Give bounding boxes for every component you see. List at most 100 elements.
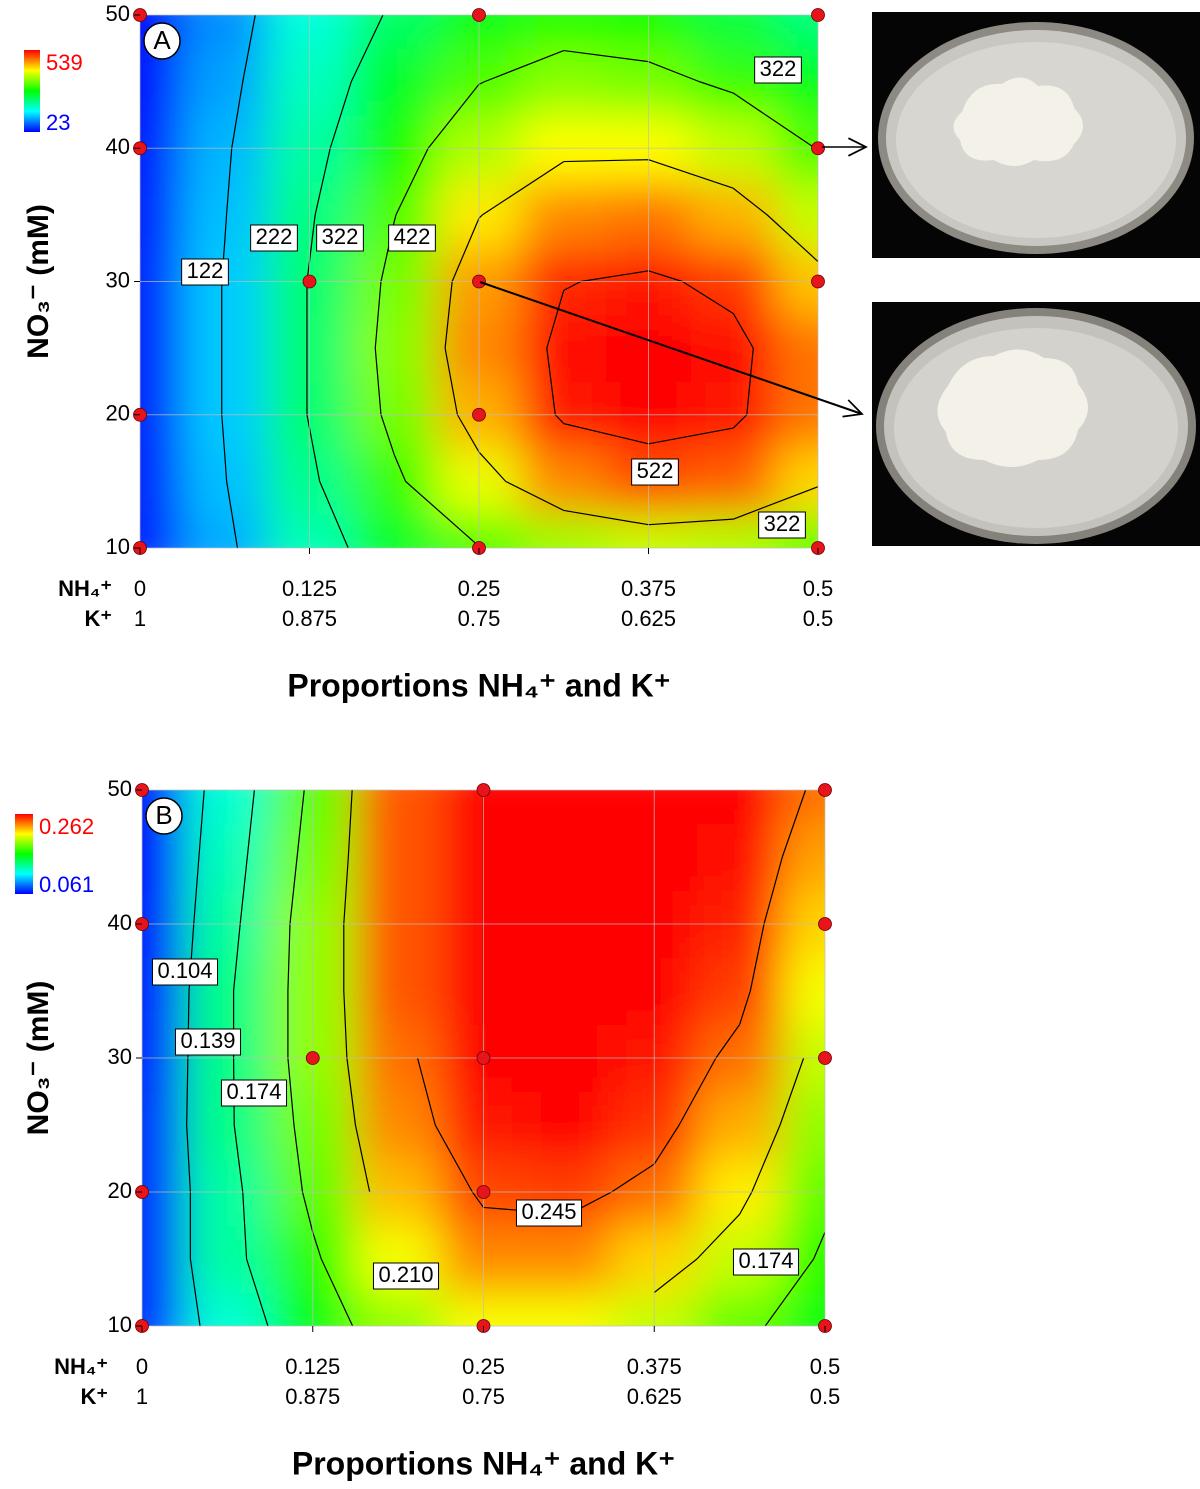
- contour-label-box: [316, 224, 364, 252]
- contour-line: [444, 159, 818, 526]
- heat-cell: [355, 1091, 442, 1159]
- heat-cell: [526, 957, 613, 1025]
- heat-cell: [526, 823, 613, 891]
- x-tick-label: 0.375: [621, 576, 676, 601]
- contour-label-box: [181, 258, 229, 286]
- heat-cell: [521, 448, 607, 516]
- heat-cell: [142, 823, 186, 891]
- contour-label-box: [732, 1248, 800, 1276]
- heat-cell: [775, 448, 818, 516]
- colorbar-max-label: 0.262: [39, 814, 94, 839]
- contour-label-box: [372, 1262, 440, 1290]
- x-tick-label-k: 0.875: [285, 1384, 340, 1409]
- heat-cell: [182, 514, 268, 548]
- x-tick-label-k: 1: [136, 1384, 148, 1409]
- heat-cell: [182, 314, 268, 382]
- chart-panel: 0.1040.1390.1740.2450.2100.1741020304050…: [15, 776, 841, 1481]
- y-tick-label: 20: [106, 401, 130, 426]
- design-point: [305, 1051, 320, 1065]
- y-tick-label: 30: [106, 267, 130, 292]
- arrow: [479, 281, 864, 418]
- panel-badge: [143, 22, 181, 60]
- contour-label-box: [515, 1199, 583, 1227]
- contour-label: 322: [764, 511, 801, 536]
- heat-cell: [521, 514, 607, 548]
- contour-label-box: [758, 511, 806, 539]
- heat-cell: [526, 1091, 613, 1159]
- heat-cell: [526, 1225, 613, 1293]
- contour-label-box: [174, 1028, 242, 1056]
- design-point: [818, 1051, 832, 1065]
- contour-label-box: [754, 56, 802, 84]
- heat-cell: [355, 1292, 442, 1326]
- x-tick-label: 0.5: [810, 1354, 841, 1379]
- design-point: [302, 274, 317, 289]
- x-tick-label: 0.25: [462, 1354, 505, 1379]
- x-row-label: NH₄⁺: [58, 576, 112, 601]
- y-tick-label: 40: [106, 134, 130, 159]
- design-point: [472, 8, 486, 22]
- heat-cell: [351, 48, 438, 116]
- x-tick-label-k: 1: [134, 606, 146, 631]
- heat-cell: [351, 314, 438, 382]
- heat-cell: [184, 1225, 271, 1293]
- heat-cell: [351, 514, 438, 548]
- x-tick-label-k: 0.5: [803, 606, 834, 631]
- colorbar-max-label: 539: [46, 50, 83, 75]
- contour-label: 122: [187, 258, 224, 283]
- contour-label: 0.139: [180, 1028, 235, 1053]
- heat-cell: [775, 181, 818, 249]
- contour-label: 422: [394, 224, 431, 249]
- x-tick-label-k: 0.75: [458, 606, 501, 631]
- heat-cell: [140, 181, 183, 249]
- contour-label-box: [631, 458, 679, 486]
- x-axis-label: Proportions NH₄⁺ and K⁺: [292, 1445, 675, 1481]
- photo-bottom: [872, 302, 1200, 546]
- panel-label: B: [155, 800, 172, 830]
- x-tick-label: 0: [136, 1354, 148, 1379]
- x-row-label: NH₄⁺: [54, 1354, 108, 1379]
- x-axis-label: Proportions NH₄⁺ and K⁺: [287, 667, 670, 703]
- x-tick-label-k: 0.625: [621, 606, 676, 631]
- heat-cell: [351, 15, 438, 49]
- y-tick-label: 20: [108, 1178, 132, 1203]
- contour-line: [186, 790, 205, 1326]
- heat-cell: [521, 181, 607, 249]
- heat-cell: [521, 314, 607, 382]
- heat-cell: [140, 448, 183, 516]
- y-tick-label: 10: [108, 1312, 132, 1337]
- x-tick-label-k: 0.875: [282, 606, 337, 631]
- x-tick-label: 0.125: [282, 576, 337, 601]
- contour-label: 322: [322, 224, 359, 249]
- contour-label-box: [388, 224, 436, 252]
- heat-cell: [182, 48, 268, 116]
- contour-line: [343, 790, 805, 1293]
- heat-cell: [696, 1292, 783, 1326]
- y-tick-label: 10: [106, 534, 130, 559]
- contour-label: 0.245: [521, 1199, 576, 1224]
- design-point: [476, 1051, 491, 1065]
- x-tick-label-k: 0.5: [810, 1384, 841, 1409]
- design-point: [811, 274, 825, 289]
- heat-cell: [775, 314, 818, 382]
- x-tick-label: 0: [134, 576, 146, 601]
- heat-cell: [521, 48, 607, 116]
- design-point: [476, 783, 491, 797]
- panel-badge: [145, 797, 183, 835]
- contour-label: 322: [760, 56, 797, 81]
- y-tick-label: 30: [108, 1044, 132, 1069]
- contour-label: 0.174: [738, 1248, 793, 1273]
- heat-cell: [182, 15, 268, 49]
- heat-cell: [690, 448, 777, 516]
- heat-cell: [782, 957, 825, 1025]
- design-point: [818, 783, 832, 797]
- heat-cell: [142, 1225, 186, 1293]
- heat-cell: [696, 790, 783, 824]
- heat-cell: [140, 314, 183, 382]
- heat-cell: [696, 1091, 783, 1159]
- heat-cell: [782, 1091, 825, 1159]
- colorbar: [15, 814, 33, 894]
- x-row-label: K⁺: [85, 606, 113, 631]
- contour-line: [287, 790, 825, 1326]
